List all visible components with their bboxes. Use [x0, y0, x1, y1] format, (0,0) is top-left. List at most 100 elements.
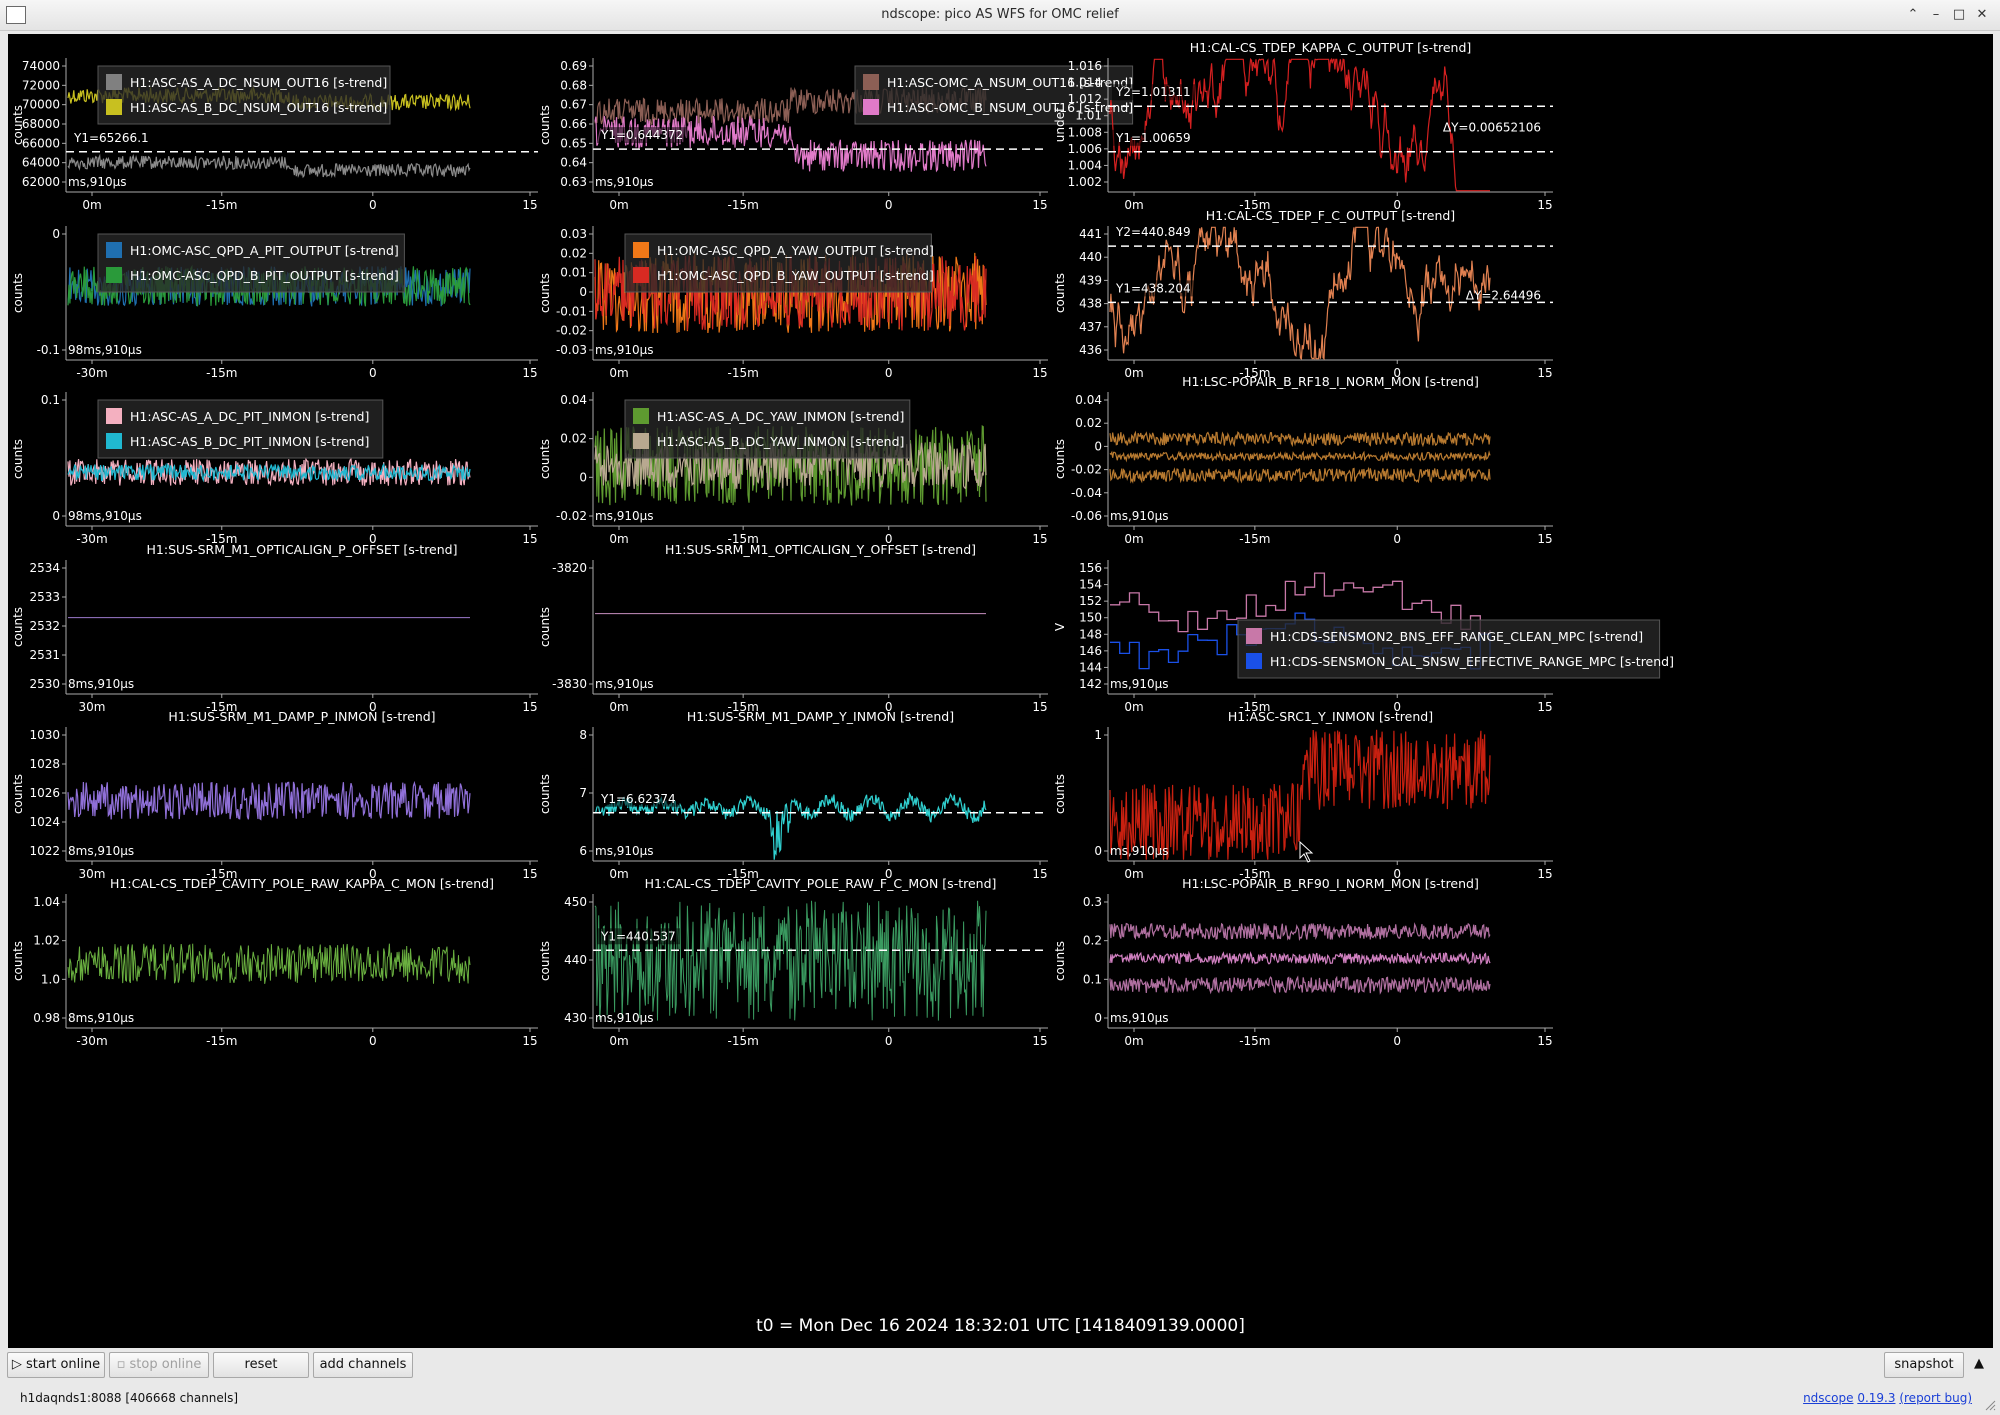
time-offset-label: ms,910µs — [1110, 844, 1169, 858]
legend-box[interactable] — [1237, 619, 1661, 679]
x-tick-label: -15m — [1239, 366, 1270, 380]
y-tick-label: 0.04 — [560, 393, 587, 407]
window-titlebar[interactable]: ndscope: pico AS WFS for OMC relief ⌃ – … — [0, 0, 2000, 31]
reset-button[interactable]: reset — [213, 1352, 309, 1378]
y-tick-label: 2530 — [29, 677, 60, 691]
y-axis-label: counts — [538, 774, 552, 814]
ndscope-link[interactable]: ndscope — [1803, 1391, 1854, 1405]
window-shade-button[interactable]: ⌃ — [1907, 7, 1919, 22]
plot-p14[interactable]: H1:SUS-SRM_M1_DAMP_Y_INMON [s-trend] coun… — [538, 709, 1048, 881]
expand-up-icon[interactable]: ▲ — [1974, 1356, 1984, 1371]
legend-box[interactable] — [624, 399, 911, 459]
plot-p12[interactable]: V 156 154 152 150 148 146 144 142 0m -15m 0 15 H1:CDS… — [1053, 560, 1674, 714]
plot-p11[interactable]: H1:SUS-SRM_M1_OPTICALIGN_Y_OFFSET [s-tre… — [538, 542, 1048, 714]
x-tick-label: 15 — [1032, 700, 1047, 714]
plot-p13[interactable]: H1:SUS-SRM_M1_DAMP_P_INMON [s-trend] coun… — [11, 709, 538, 881]
app-icon — [6, 6, 26, 24]
y-tick-label: -0.02 — [556, 509, 587, 523]
y-tick-label: 148 — [1079, 627, 1102, 641]
y-tick-label: 2531 — [29, 648, 60, 662]
plot-p8[interactable]: counts 0.04 0.02 0 -0.02 0m -15m 0 15 H1:ASC-AS_A… — [538, 392, 1048, 546]
plot-p9[interactable]: H1:LSC-POPAIR_B_RF18_I_NORM_MON [s-trend… — [1053, 374, 1553, 546]
version-link[interactable]: 0.19.3 — [1857, 1391, 1896, 1405]
y-tick-label: 2533 — [29, 590, 60, 604]
plot-p7[interactable]: counts 0.1 0 -30m -15m 0 15 H1:ASC-AS_A_DC_PIT_… — [11, 392, 538, 546]
x-tick-label: 15 — [522, 867, 537, 881]
plot-p3[interactable]: H1:CAL-CS_TDEP_KAPPA_C_OUTPUT [s-trend] u… — [1053, 40, 1553, 212]
trace-line — [67, 153, 471, 179]
y-tick-label: 150 — [1079, 611, 1102, 625]
x-tick-label: -30m — [76, 366, 107, 380]
y-tick-label: 0 — [1094, 439, 1102, 453]
legend-box[interactable] — [97, 233, 405, 293]
add-channels-button[interactable]: add channels — [313, 1352, 413, 1378]
plot-p18[interactable]: H1:LSC-POPAIR_B_RF90_I_NORM_MON [s-trend… — [1053, 876, 1553, 1048]
trace-line — [1109, 226, 1491, 361]
x-tick-label: -15m — [1239, 1034, 1270, 1048]
legend-swatch — [106, 99, 122, 115]
trace-line — [1109, 975, 1491, 995]
x-tick-label: 15 — [1032, 366, 1047, 380]
trace-line — [1109, 466, 1491, 484]
x-tick-label: 0 — [1393, 198, 1401, 212]
x-tick-label: 15 — [1032, 1034, 1047, 1048]
y-axis-label: counts — [538, 105, 552, 145]
legend-swatch — [1246, 628, 1262, 644]
y-axis-label: counts — [1053, 439, 1067, 479]
y-tick-label: 2534 — [29, 561, 60, 575]
x-tick-label: 15 — [1537, 867, 1552, 881]
x-tick-label: -15m — [206, 532, 237, 546]
snapshot-button[interactable]: snapshot — [1884, 1352, 1964, 1378]
plot-p16[interactable]: H1:CAL-CS_TDEP_CAVITY_POLE_RAW_KAPPA_C_M… — [11, 876, 538, 1048]
legend-box[interactable] — [854, 65, 1134, 125]
plot-canvas[interactable]: counts7400072000700006800066000640006200… — [8, 34, 1993, 1314]
y-tick-label: 68000 — [22, 117, 60, 131]
y-tick-label: 1028 — [29, 757, 60, 771]
resize-grip-icon[interactable] — [1984, 1399, 1996, 1411]
legend-box[interactable] — [97, 399, 384, 459]
plot-p2[interactable]: counts 0.69 0.68 0.67 0.66 0.65 0.64 0.63 0m -15m… — [538, 58, 1133, 212]
plot-p15[interactable]: H1:ASC-SRC1_Y_INMON [s-trend] counts 1 0 0m -… — [1053, 709, 1553, 881]
x-tick-label: 0m — [82, 198, 101, 212]
y-axis-label: V — [1053, 622, 1067, 631]
y-tick-label: 0.64 — [560, 156, 587, 170]
trace-line — [594, 900, 987, 1021]
y-tick-label: 0 — [1094, 844, 1102, 858]
window-close-button[interactable]: ✕ — [1976, 7, 1988, 22]
time-offset-label: ms,910µs — [68, 175, 127, 189]
plot-p17[interactable]: H1:CAL-CS_TDEP_CAVITY_POLE_RAW_F_C_MON [… — [538, 876, 1048, 1048]
y-tick-label: -3820 — [552, 561, 587, 575]
legend-box[interactable] — [624, 233, 932, 293]
x-tick-label: -15m — [728, 867, 759, 881]
plot-p10[interactable]: H1:SUS-SRM_M1_OPTICALIGN_P_OFFSET [s-tre… — [11, 542, 538, 714]
legend-label: H1:OMC-ASC_QPD_A_YAW_OUTPUT [s-trend] — [657, 243, 934, 258]
y-tick-label: 0.68 — [560, 78, 587, 92]
stop-online-button[interactable]: ▫ stop online — [109, 1352, 209, 1378]
y-tick-label: 439 — [1079, 273, 1102, 287]
start-online-button[interactable]: ▷ start online — [7, 1352, 105, 1378]
plot-p1[interactable]: counts 74000 72000 70000 68000 66000 64000 6200… — [11, 58, 538, 212]
window-maximize-button[interactable]: □ — [1952, 7, 1966, 22]
x-tick-label: 15 — [1537, 198, 1552, 212]
plot-p4[interactable]: counts 0 -0.1 -30m -15m 0 15 H1:OMC-ASC_QPD_A_P… — [11, 226, 538, 380]
plot-title: H1:ASC-SRC1_Y_INMON [s-trend] — [1228, 709, 1433, 724]
report-bug-link[interactable]: (report bug) — [1899, 1391, 1972, 1405]
y-axis-label: counts — [538, 439, 552, 479]
plot-p6[interactable]: H1:CAL-CS_TDEP_F_C_OUTPUT [s-trend] count… — [1053, 208, 1553, 380]
x-tick-label: 30m — [79, 867, 106, 881]
x-tick-label: -30m — [76, 532, 107, 546]
trace-line — [1109, 950, 1491, 966]
legend-box[interactable] — [97, 65, 391, 125]
trace-line — [1109, 729, 1491, 860]
x-tick-label: 0m — [609, 532, 628, 546]
plot-p5[interactable]: counts 0.03 0.02 0.01 0 -0.01 -0.02 -0.03 0m -15m… — [538, 226, 1048, 380]
time-offset-label: ms,910µs — [595, 677, 654, 691]
y-tick-label: 0.98 — [33, 1011, 60, 1025]
y-tick-label: 0.04 — [1075, 393, 1102, 407]
window-minimize-button[interactable]: – — [1932, 7, 1940, 22]
y-axis-label: counts — [538, 273, 552, 313]
y-tick-label: 0.03 — [560, 227, 587, 241]
legend-swatch — [863, 74, 879, 90]
plot-grid[interactable]: counts 74000 72000 70000 68000 66000 64000 6200… — [8, 34, 1993, 1348]
x-tick-label: 15 — [1537, 1034, 1552, 1048]
